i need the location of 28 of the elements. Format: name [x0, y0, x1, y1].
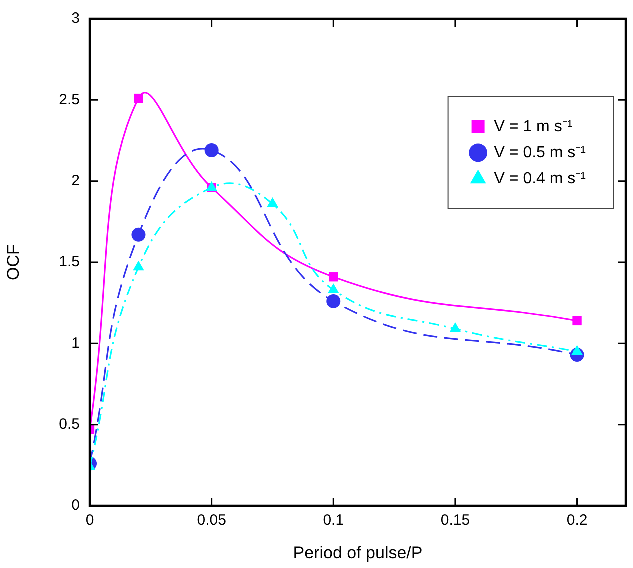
y-tick-label: 1 [72, 334, 80, 352]
x-tick-label: 0.05 [197, 512, 226, 530]
y-tick-label: 1.5 [59, 254, 80, 271]
point [133, 260, 144, 271]
x-tick-label: 0.15 [440, 512, 470, 530]
y-tick-label: 0 [72, 497, 80, 514]
legend-label: V = 0.5 m s⁻¹ [494, 144, 586, 162]
legend-label: V = 1 m s⁻¹ [494, 118, 573, 136]
y-tick-label: 3 [72, 10, 80, 28]
point [134, 94, 144, 104]
point [204, 143, 219, 158]
y-tick-label: 0.5 [59, 416, 80, 433]
point [329, 272, 338, 282]
point [572, 345, 583, 356]
point [267, 198, 278, 208]
y-tick-label: 2.5 [59, 91, 80, 108]
x-tick-label: 0.2 [566, 512, 588, 530]
y-axis-title: OCF [4, 244, 23, 280]
point [328, 284, 340, 294]
x-axis-title: Period of pulse/P [293, 543, 423, 562]
legend-label: V = 0.4 m s⁻¹ [494, 170, 586, 188]
x-tick-label: 0 [86, 512, 94, 530]
x-tick-label: 0.1 [323, 512, 344, 530]
point [572, 316, 582, 326]
point [132, 228, 146, 242]
y-tick-label: 2 [72, 172, 80, 190]
point [450, 322, 462, 332]
point [326, 294, 341, 308]
